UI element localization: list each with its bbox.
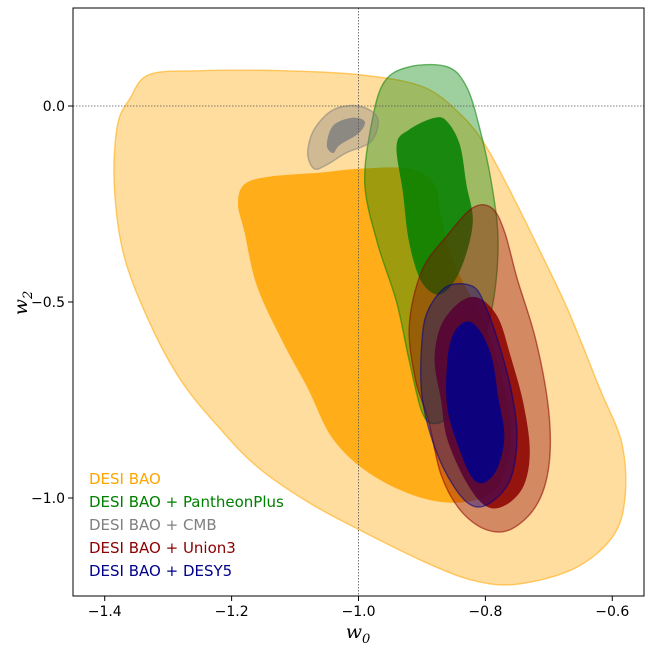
legend: DESI BAO DESI BAO + PantheonPlus DESI BA… <box>89 470 284 580</box>
x-axis-label: w0 <box>346 621 371 647</box>
x-axis-label-main: w <box>346 621 362 643</box>
y-tick-label: −0.5 <box>31 295 65 311</box>
contour-layer <box>113 63 627 586</box>
desi-bao-pantheonplus-inner-contour <box>396 117 473 295</box>
x-axis-label-subscript: 0 <box>362 632 370 647</box>
y-tick-label: −1.0 <box>31 491 65 507</box>
x-tick-label: −0.6 <box>595 604 629 620</box>
legend-entry-desi-bao-cmb: DESI BAO + CMB <box>89 516 217 534</box>
y-axis-label: w2 <box>10 291 36 316</box>
y-tick-label: 0.0 <box>43 99 65 115</box>
x-tick-label: −1.0 <box>342 604 376 620</box>
desi-bao-desy5-inner-contour <box>446 321 505 484</box>
legend-entry-desi-bao-pantheonplus: DESI BAO + PantheonPlus <box>89 493 284 511</box>
y-axis-ticks: 0.0 −0.5 −1.0 <box>31 99 73 507</box>
x-tick-label: −0.8 <box>468 604 502 620</box>
desi-bao-cmb-inner-contour <box>326 117 366 153</box>
x-tick-label: −1.4 <box>88 604 122 620</box>
y-axis-label-subscript: 2 <box>21 291 36 300</box>
legend-entry-desi-bao-desy5: DESI BAO + DESY5 <box>89 562 232 580</box>
y-axis-label-main: w <box>10 299 32 315</box>
x-axis-ticks: −1.4 −1.2 −1.0 −0.8 −0.6 <box>88 596 629 620</box>
x-tick-label: −1.2 <box>215 604 249 620</box>
legend-entry-desi-bao-union3: DESI BAO + Union3 <box>89 539 236 557</box>
legend-entry-desi-bao: DESI BAO <box>89 470 161 488</box>
